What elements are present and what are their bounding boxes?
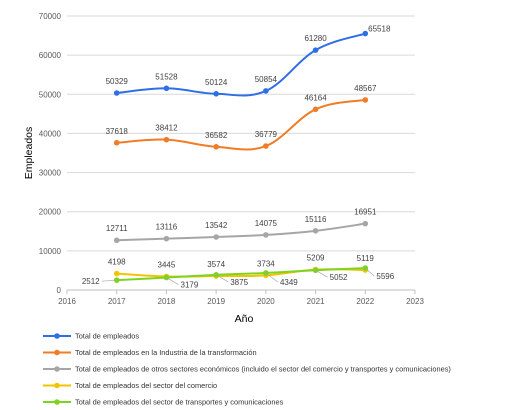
data-point [312,106,319,113]
legend-entry-label: Total de empleados del sector del comerc… [75,381,217,390]
data-point [213,234,219,240]
data-label: 37618 [106,127,129,136]
data-point [113,139,120,146]
data-point [113,90,120,96]
data-label: 48567 [354,84,377,93]
y-tick-label: 10000 [39,247,62,256]
y-tick-label: 50000 [39,90,62,99]
data-label: 5209 [307,254,325,263]
x-tick-label: 2021 [307,297,325,306]
data-label: 3734 [257,259,275,268]
x-tick-label: 2020 [257,297,275,306]
data-label: 38412 [155,124,178,133]
data-point [113,237,120,244]
data-label: 4198 [108,258,126,267]
leader-line [315,269,328,278]
data-label: 5119 [357,254,375,263]
data-label: 36582 [205,131,228,140]
data-point [213,144,219,150]
data-point [362,220,369,227]
data-point [163,136,170,143]
data-label: 50854 [255,75,278,84]
series-line-2 [116,98,366,151]
y-tick-label: 70000 [39,12,62,21]
y-tick-label: 30000 [39,169,62,178]
leader-line [166,277,179,285]
data-label: 65518 [368,25,391,34]
data-point [113,270,120,277]
legend-entry-label: Total de empleados [75,332,139,341]
legend-entry-label: Total de empleados en la Industria de la… [75,348,257,357]
legend-swatch-marker [54,382,60,389]
y-tick-label: 60000 [39,51,62,60]
data-label: 36779 [255,130,278,139]
data-label: 5596 [376,272,394,281]
y-tick-label: 20000 [39,208,62,217]
y-axis-ticks: 0 10000 20000 30000 40000 50000 60000 70000 [39,12,62,295]
data-label: 61280 [304,34,327,43]
y-axis-title: Empleados [23,127,35,180]
data-label: 13116 [156,223,178,232]
legend-entry-label: Total de empleados de otros sectores eco… [75,365,451,374]
series-group [113,30,369,283]
leader-line [215,274,229,283]
data-label: 3875 [230,278,248,287]
legend-swatch-marker [54,399,60,405]
data-label: 3445 [158,261,176,270]
x-tick-label: 2016 [58,297,76,306]
data-point [312,228,319,234]
data-point [312,47,319,53]
series-line-1 [116,32,366,97]
legend-swatch-marker [54,349,60,356]
x-tick-label: 2023 [406,297,424,306]
data-label: 2512 [82,277,100,286]
data-point [213,91,219,97]
data-label: 50329 [106,77,129,86]
data-point [263,88,269,94]
series-line-5 [116,267,366,282]
data-label: 14075 [255,219,278,228]
x-tick-label: 2019 [207,297,225,306]
leader-line [365,267,375,277]
data-point [163,85,170,92]
leader-line [101,279,117,282]
data-point [163,235,170,242]
x-tick-label: 2017 [108,297,126,306]
data-point [362,30,369,37]
data-label: 50124 [205,78,228,87]
legend-swatch-marker [54,333,60,339]
data-labels-group: 50329 51528 50124 50854 61280 65518 37618 38412… [82,25,395,290]
y-tick-label: 0 [57,286,62,295]
data-label: 16951 [354,208,377,217]
data-point [263,232,269,238]
data-label: 3179 [181,281,199,290]
data-label: 51528 [155,72,178,81]
data-label: 5052 [330,273,348,282]
y-tick-label: 40000 [39,129,62,138]
data-label: 13542 [205,221,228,230]
data-label: 15116 [305,215,327,224]
x-axis-ticks: 2016 2017 2018 2019 2020 2021 2022 2023 [58,290,424,306]
gridlines [67,15,415,252]
legend-entry-label: Total de empleados del sector de transpo… [75,398,284,407]
data-label: 12711 [106,224,128,233]
x-tick-label: 2022 [356,297,374,306]
x-tick-label: 2018 [158,297,176,306]
legend-swatch-marker [54,366,60,372]
leader-line [265,272,279,283]
data-point [362,97,369,103]
data-label: 46164 [304,93,327,102]
x-axis-title: Año [235,313,254,325]
series-line-3 [116,222,366,242]
data-label: 4349 [280,278,298,287]
data-point [263,143,269,149]
data-label: 3574 [207,260,225,269]
legend: Total de empleados Total de empleados en … [43,332,451,407]
